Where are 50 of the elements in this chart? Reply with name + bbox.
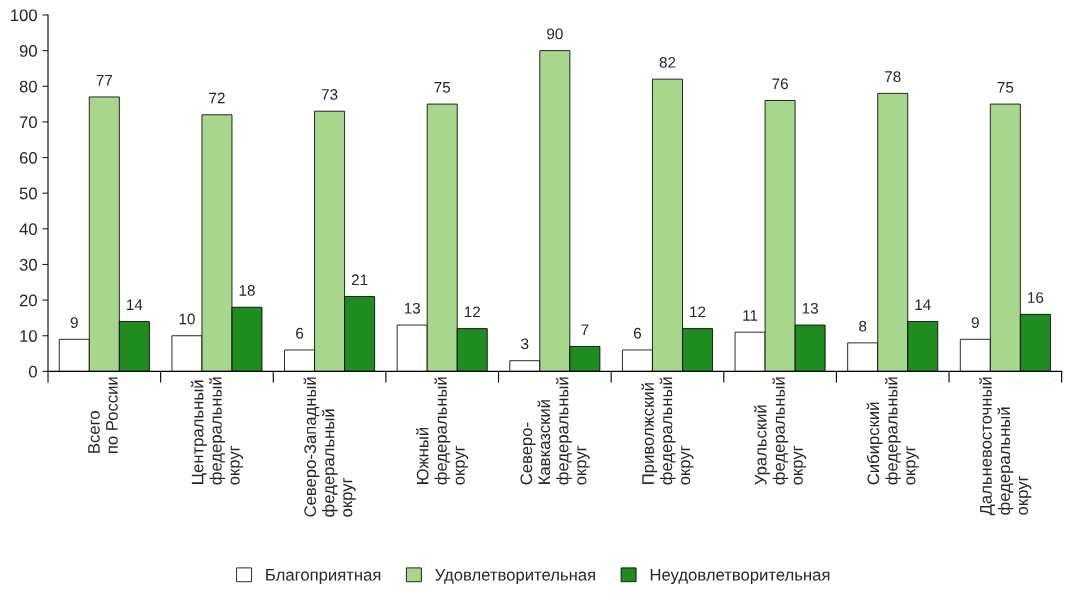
data-label: 78 bbox=[885, 71, 901, 83]
data-label: 14 bbox=[915, 299, 931, 310]
y-tick-label: 50 bbox=[19, 187, 37, 200]
y-tick-label: 20 bbox=[19, 294, 37, 307]
data-label: 12 bbox=[464, 306, 480, 318]
data-label: 14 bbox=[127, 299, 143, 310]
data-label: 6 bbox=[633, 327, 642, 339]
data-label: 75 bbox=[434, 82, 451, 93]
y-tick-label: 60 bbox=[19, 151, 37, 164]
data-label: 72 bbox=[209, 92, 225, 104]
data-label: 9 bbox=[70, 317, 78, 328]
data-label: 13 bbox=[802, 302, 818, 314]
y-tick-label: 100 bbox=[11, 9, 37, 22]
x-tick-label: Приволжский федеральный округ bbox=[641, 377, 694, 485]
x-tick-label: Сибирский федеральный округ bbox=[866, 377, 919, 485]
x-tick-label: Дальневосточный федеральный округ bbox=[979, 377, 1032, 516]
legend-label: Неудовлетворительная bbox=[650, 569, 830, 584]
data-label: 10 bbox=[179, 313, 195, 325]
data-label: 73 bbox=[321, 89, 338, 100]
x-tick-label: Всего по России bbox=[88, 377, 118, 453]
data-label: 6 bbox=[296, 327, 304, 339]
legend-label: Благоприятная bbox=[266, 569, 381, 584]
x-tick-label: Уральский федеральный округ bbox=[754, 377, 807, 485]
y-tick-label: 70 bbox=[19, 116, 37, 129]
data-label: 11 bbox=[743, 310, 758, 321]
y-tick-label: 0 bbox=[28, 365, 37, 378]
data-label: 76 bbox=[772, 78, 788, 90]
legend-label: Удовлетворительная bbox=[435, 569, 595, 584]
y-tick-label: 10 bbox=[20, 330, 37, 342]
data-label: 7 bbox=[581, 324, 589, 335]
y-tick-label: 40 bbox=[19, 223, 37, 236]
data-label: 77 bbox=[96, 74, 113, 86]
data-label: 3 bbox=[521, 338, 529, 350]
data-label: 9 bbox=[971, 317, 979, 328]
data-label: 82 bbox=[659, 56, 676, 68]
y-tick-label: 80 bbox=[19, 80, 37, 93]
data-label: 90 bbox=[547, 28, 563, 40]
data-label: 13 bbox=[404, 302, 420, 314]
data-label: 12 bbox=[690, 306, 706, 318]
x-tick-label: Северо-Западный федеральный округ bbox=[303, 377, 356, 517]
data-label: 21 bbox=[351, 274, 368, 286]
x-tick-label: Центральный федеральный округ bbox=[190, 377, 243, 485]
data-label: 16 bbox=[1028, 292, 1044, 303]
x-tick-label: Северо- Кавказский федеральный округ bbox=[520, 377, 590, 485]
data-label: 75 bbox=[997, 82, 1014, 93]
y-tick-label: 30 bbox=[19, 258, 37, 271]
x-tick-label: Южный федеральный округ bbox=[416, 377, 469, 485]
data-label: 18 bbox=[239, 285, 255, 296]
y-tick-label: 90 bbox=[19, 45, 37, 57]
data-label: 8 bbox=[859, 320, 867, 332]
